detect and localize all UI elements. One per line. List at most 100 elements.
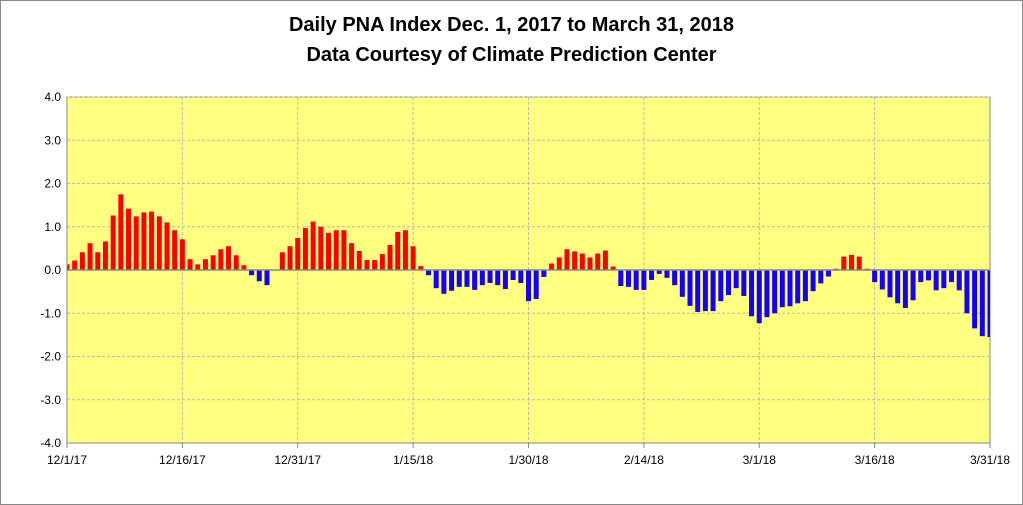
- bar-positive: [67, 264, 70, 270]
- bar-positive: [87, 243, 93, 270]
- bar-positive: [102, 241, 108, 270]
- bar-negative: [479, 270, 485, 286]
- bar-positive: [387, 244, 393, 270]
- bar-negative: [702, 270, 708, 312]
- bars: [67, 194, 990, 338]
- bar-negative: [649, 270, 655, 280]
- y-tick-label: 0.0: [44, 263, 61, 277]
- bar-positive: [133, 216, 139, 270]
- bar-negative: [526, 270, 531, 302]
- bar-negative: [518, 270, 524, 283]
- bar-negative: [956, 270, 962, 291]
- bar-negative: [810, 270, 816, 292]
- bar-positive: [326, 232, 332, 270]
- bar-positive: [602, 250, 608, 270]
- y-tick-label: -4.0: [40, 436, 61, 450]
- x-tick-label: 3/16/18: [855, 453, 895, 467]
- bar-positive: [126, 208, 132, 270]
- bar-negative: [510, 270, 516, 280]
- bar-positive: [572, 251, 578, 270]
- bar-positive: [187, 259, 193, 270]
- bar-negative: [441, 270, 447, 294]
- bar-negative: [633, 270, 639, 290]
- y-tick-label: -3.0: [40, 393, 61, 407]
- bar-negative: [733, 270, 739, 289]
- bar-positive: [164, 222, 170, 270]
- y-tick-label: 3.0: [44, 133, 61, 147]
- bar-positive: [95, 252, 101, 270]
- bar-negative: [825, 270, 831, 277]
- chart-subtitle: Data Courtesy of Climate Prediction Cent…: [306, 44, 717, 66]
- bar-positive: [556, 257, 562, 270]
- bar-positive: [356, 250, 362, 270]
- bar-positive: [195, 264, 201, 270]
- bar-negative: [949, 270, 955, 283]
- bar-negative: [725, 270, 731, 296]
- bar-positive: [295, 237, 301, 270]
- bar-positive: [595, 253, 601, 270]
- x-tick-label: 12/31/17: [274, 453, 321, 467]
- bar-negative: [933, 270, 939, 291]
- x-tick-label: 3/1/18: [743, 453, 777, 467]
- bar-negative: [987, 270, 990, 338]
- bar-positive: [341, 230, 347, 270]
- x-tick-label: 1/30/18: [508, 453, 548, 467]
- bar-negative: [718, 270, 724, 302]
- bar-positive: [549, 263, 555, 270]
- y-tick-label: -1.0: [40, 306, 61, 320]
- bar-positive: [410, 246, 416, 270]
- x-tick-label: 1/15/18: [393, 453, 433, 467]
- bar-positive: [172, 230, 178, 270]
- bar-positive: [849, 254, 855, 270]
- bar-negative: [656, 270, 662, 274]
- bar-positive: [179, 239, 185, 270]
- bar-negative: [710, 270, 716, 312]
- bar-positive: [79, 252, 85, 270]
- bar-negative: [941, 270, 947, 289]
- bar-negative: [772, 270, 778, 314]
- bar-negative: [749, 270, 755, 317]
- bar-negative: [256, 270, 262, 282]
- x-tick-label: 2/14/18: [624, 453, 664, 467]
- y-tick-label: 1.0: [44, 220, 61, 234]
- bar-positive: [226, 246, 232, 270]
- bar-negative: [687, 270, 693, 306]
- bar-negative: [641, 270, 647, 290]
- bar-negative: [456, 270, 462, 287]
- bar-negative: [679, 270, 685, 297]
- bar-positive: [349, 243, 355, 270]
- bar-positive: [318, 226, 324, 270]
- bar-negative: [249, 270, 255, 276]
- bar-negative: [802, 270, 808, 302]
- bar-positive: [856, 256, 862, 270]
- bar-positive: [218, 249, 224, 270]
- bar-negative: [972, 270, 978, 329]
- bar-negative: [618, 270, 624, 287]
- bar-negative: [672, 270, 678, 286]
- bar-negative: [487, 270, 493, 283]
- bar-negative: [625, 270, 631, 287]
- bar-negative: [541, 270, 547, 277]
- bar-negative: [964, 270, 970, 314]
- bar-positive: [156, 216, 162, 270]
- bar-positive: [118, 194, 124, 270]
- bar-negative: [879, 270, 885, 290]
- bar-positive: [395, 231, 401, 270]
- bar-negative: [925, 270, 931, 281]
- bar-negative: [495, 270, 501, 286]
- bar-positive: [202, 259, 208, 270]
- bar-positive: [149, 211, 155, 270]
- bar-negative: [918, 270, 924, 283]
- bar-negative: [695, 270, 701, 312]
- bar-negative: [910, 270, 916, 301]
- bar-positive: [310, 221, 316, 270]
- bar-negative: [502, 270, 508, 290]
- chart-title: Daily PNA Index Dec. 1, 2017 to March 31…: [288, 14, 735, 36]
- bar-negative: [795, 270, 801, 304]
- bar-positive: [587, 257, 593, 270]
- bar-negative: [872, 270, 878, 283]
- bar-negative: [533, 270, 539, 299]
- bar-negative: [764, 270, 770, 318]
- bar-positive: [379, 253, 385, 270]
- bar-negative: [426, 270, 432, 276]
